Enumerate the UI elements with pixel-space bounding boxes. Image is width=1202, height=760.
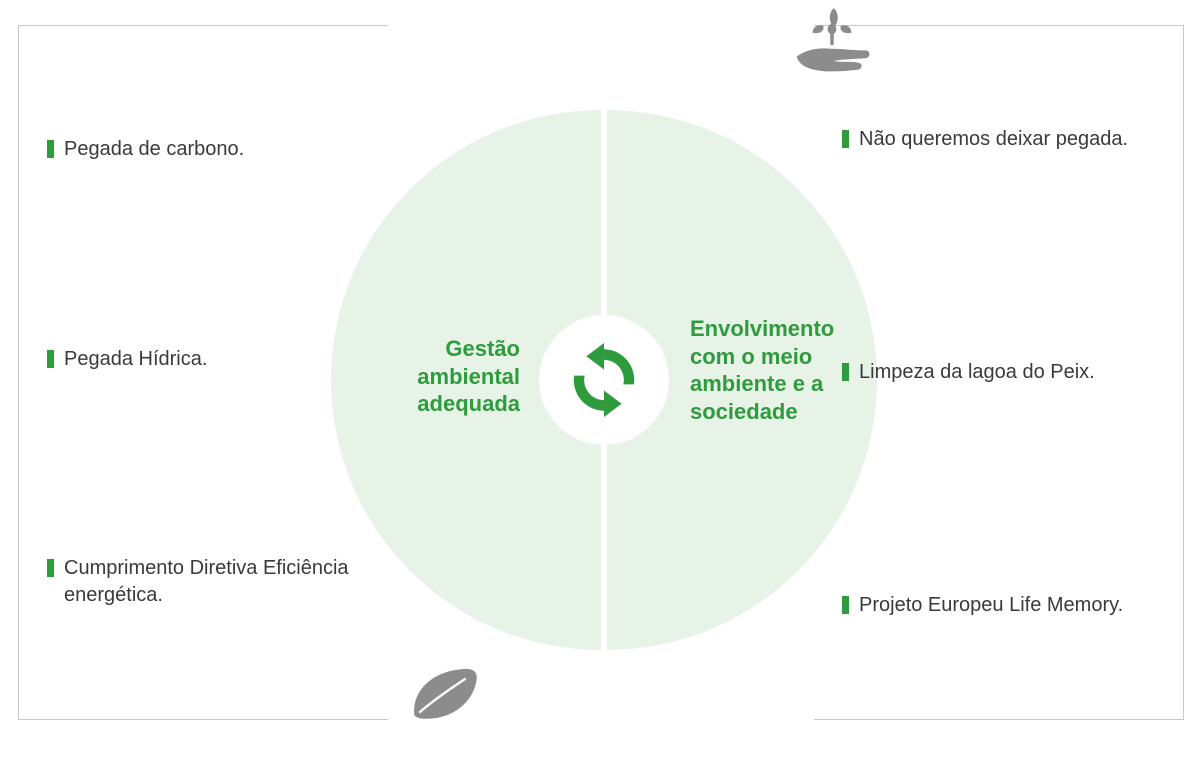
bullet-icon xyxy=(842,363,849,381)
bullet-icon xyxy=(842,596,849,614)
item-text: Pegada Hídrica. xyxy=(64,346,207,373)
right-item: Não queremos deixar pegada. xyxy=(842,126,1155,153)
bullet-icon xyxy=(47,140,54,158)
left-items-box: Pegada de carbono. Pegada Hídrica. Cumpr… xyxy=(18,25,388,720)
leaf-icon xyxy=(405,663,483,730)
item-text: Cumprimento Diretiva Eficiência energéti… xyxy=(64,555,360,609)
environmental-diagram: Gestão ambiental adequada Envolvimento c… xyxy=(0,0,1202,760)
item-text: Projeto Europeu Life Memory. xyxy=(859,592,1123,619)
item-text: Limpeza da lagoa do Peix. xyxy=(859,359,1095,386)
item-text: Não queremos deixar pegada. xyxy=(859,126,1128,153)
right-item: Limpeza da lagoa do Peix. xyxy=(842,359,1155,386)
bullet-icon xyxy=(47,559,54,577)
left-circle-title: Gestão ambiental adequada xyxy=(370,335,520,418)
bullet-icon xyxy=(842,130,849,148)
left-item: Cumprimento Diretiva Eficiência energéti… xyxy=(47,555,360,609)
left-item: Pegada de carbono. xyxy=(47,136,360,163)
left-item: Pegada Hídrica. xyxy=(47,346,360,373)
item-text: Pegada de carbono. xyxy=(64,136,244,163)
right-item: Projeto Europeu Life Memory. xyxy=(842,592,1155,619)
right-items-box: Não queremos deixar pegada. Limpeza da l… xyxy=(814,25,1184,720)
bullet-icon xyxy=(47,350,54,368)
center-circle xyxy=(539,315,669,445)
cycle-arrows-icon xyxy=(560,336,648,424)
hand-plant-icon xyxy=(787,8,877,88)
